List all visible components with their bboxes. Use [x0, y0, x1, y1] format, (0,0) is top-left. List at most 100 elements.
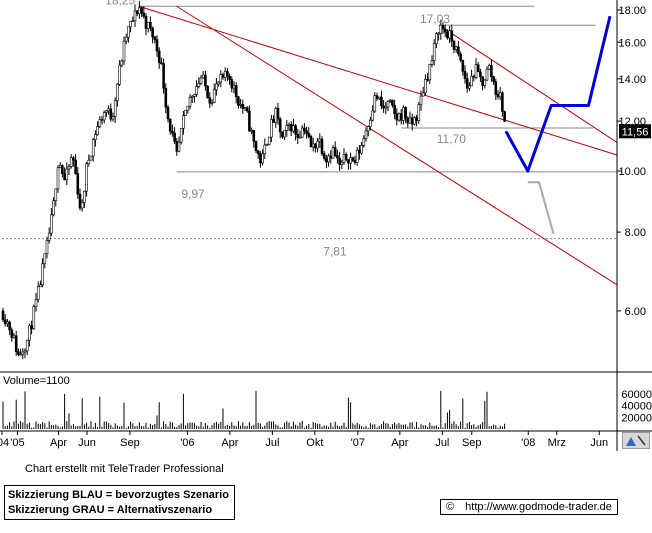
- candle-body: [144, 15, 148, 29]
- candle-body: [490, 65, 493, 77]
- price-annotation: 17,03: [420, 12, 450, 26]
- candle-body: [39, 284, 42, 288]
- candle-body: [459, 53, 462, 61]
- candle-body: [52, 200, 55, 216]
- candle-body: [342, 154, 346, 163]
- candle-body: [375, 95, 379, 99]
- time-tick-label: '06: [180, 437, 194, 449]
- candle-body: [320, 138, 324, 155]
- candle-body: [397, 113, 401, 121]
- candle-body: [237, 96, 240, 106]
- source-link[interactable]: © http://www.godmode-trader.de: [440, 499, 618, 515]
- candle-body: [263, 144, 267, 155]
- candle-body: [278, 118, 282, 133]
- candle-body: [261, 153, 264, 164]
- candle-body: [63, 173, 66, 181]
- candle-body: [12, 335, 16, 339]
- candle-body: [155, 39, 159, 52]
- candle-body: [417, 104, 421, 121]
- volume-tick-label: 60000: [621, 389, 652, 401]
- candle-body: [65, 168, 69, 181]
- candle-body: [300, 127, 304, 138]
- candle-body: [483, 79, 487, 86]
- source-url[interactable]: http://www.godmode-trader.de: [465, 501, 612, 513]
- candle-body: [41, 263, 44, 286]
- candle-body: [303, 127, 306, 132]
- candle-body: [316, 140, 319, 149]
- time-tick-label: Sep: [120, 437, 140, 449]
- candle-body: [287, 123, 291, 126]
- volume-title: Volume=1100: [3, 375, 70, 387]
- candle-body: [100, 119, 104, 121]
- candle-body: [98, 119, 102, 127]
- time-tick-label: Apr: [391, 437, 408, 449]
- candle-body: [267, 136, 271, 146]
- candle-body: [289, 123, 293, 132]
- candle-body: [219, 74, 223, 83]
- candle-body: [256, 150, 260, 155]
- legend-blue-text: Skizzierung BLAU = bevorzugtes Szenario: [8, 489, 229, 501]
- candle-body: [439, 24, 443, 34]
- candle-body: [171, 130, 174, 134]
- candle-body: [474, 64, 478, 78]
- candle-body: [32, 306, 36, 330]
- candle-body: [479, 71, 482, 77]
- price-annotation: 11,70: [437, 132, 466, 146]
- candle-body: [382, 105, 385, 109]
- time-tick-label: Jul: [435, 437, 449, 449]
- candle-body: [182, 115, 185, 129]
- candle-body: [19, 353, 22, 356]
- candle-body: [340, 162, 344, 165]
- price-chart: 18,25 17,03 11,70 9,97 7,81 6.00 8.00 10.00 12.…: [0, 0, 652, 451]
- candle-body: [419, 95, 423, 105]
- candle-body: [228, 75, 231, 80]
- candle-body: [494, 81, 498, 95]
- candle-body: [120, 60, 124, 66]
- candle-body: [10, 329, 14, 339]
- time-tick-label: Okt: [306, 437, 323, 449]
- candle-body: [309, 136, 313, 148]
- candle-body: [325, 157, 328, 163]
- candle-body: [274, 107, 278, 123]
- candle-body: [450, 30, 454, 42]
- candle-body: [461, 59, 465, 72]
- candle-body: [190, 96, 194, 98]
- trend-line: [176, 5, 618, 286]
- candle-body: [503, 111, 506, 122]
- candle-body: [94, 134, 97, 140]
- candle-body: [199, 77, 203, 84]
- time-tick-label: '07: [351, 437, 365, 449]
- scenario-paths: [504, 15, 612, 235]
- candle-body: [446, 31, 449, 39]
- candle-body: [23, 350, 27, 353]
- time-tick-label: Apr: [221, 437, 238, 449]
- candle-body: [402, 107, 405, 121]
- candle-body: [496, 94, 500, 98]
- candle-body: [226, 71, 229, 77]
- candle-body: [283, 130, 286, 138]
- candle-body: [217, 81, 220, 85]
- candle-body: [318, 138, 322, 142]
- candle-body: [111, 116, 115, 120]
- candle-body: [232, 84, 236, 89]
- time-tick-label: Jun: [590, 437, 608, 449]
- candle-body: [338, 157, 341, 165]
- candle-body: [56, 167, 60, 190]
- candle-body: [45, 240, 49, 255]
- candle-body: [329, 155, 333, 159]
- candle-body: [6, 321, 9, 325]
- candle-body: [43, 253, 47, 265]
- candle-body: [102, 112, 106, 121]
- candle-body: [322, 153, 326, 159]
- price-annotation: 7,81: [323, 245, 347, 259]
- candle-body: [142, 12, 146, 17]
- candle-body: [432, 43, 436, 61]
- time-tick-label: Jul: [265, 437, 279, 449]
- candle-body: [1, 310, 5, 321]
- candle-body: [424, 79, 427, 94]
- chart-tool-icon[interactable]: [622, 432, 650, 449]
- candle-body: [230, 79, 234, 89]
- price-annotation: 9,97: [181, 187, 205, 201]
- candle-body: [276, 107, 280, 120]
